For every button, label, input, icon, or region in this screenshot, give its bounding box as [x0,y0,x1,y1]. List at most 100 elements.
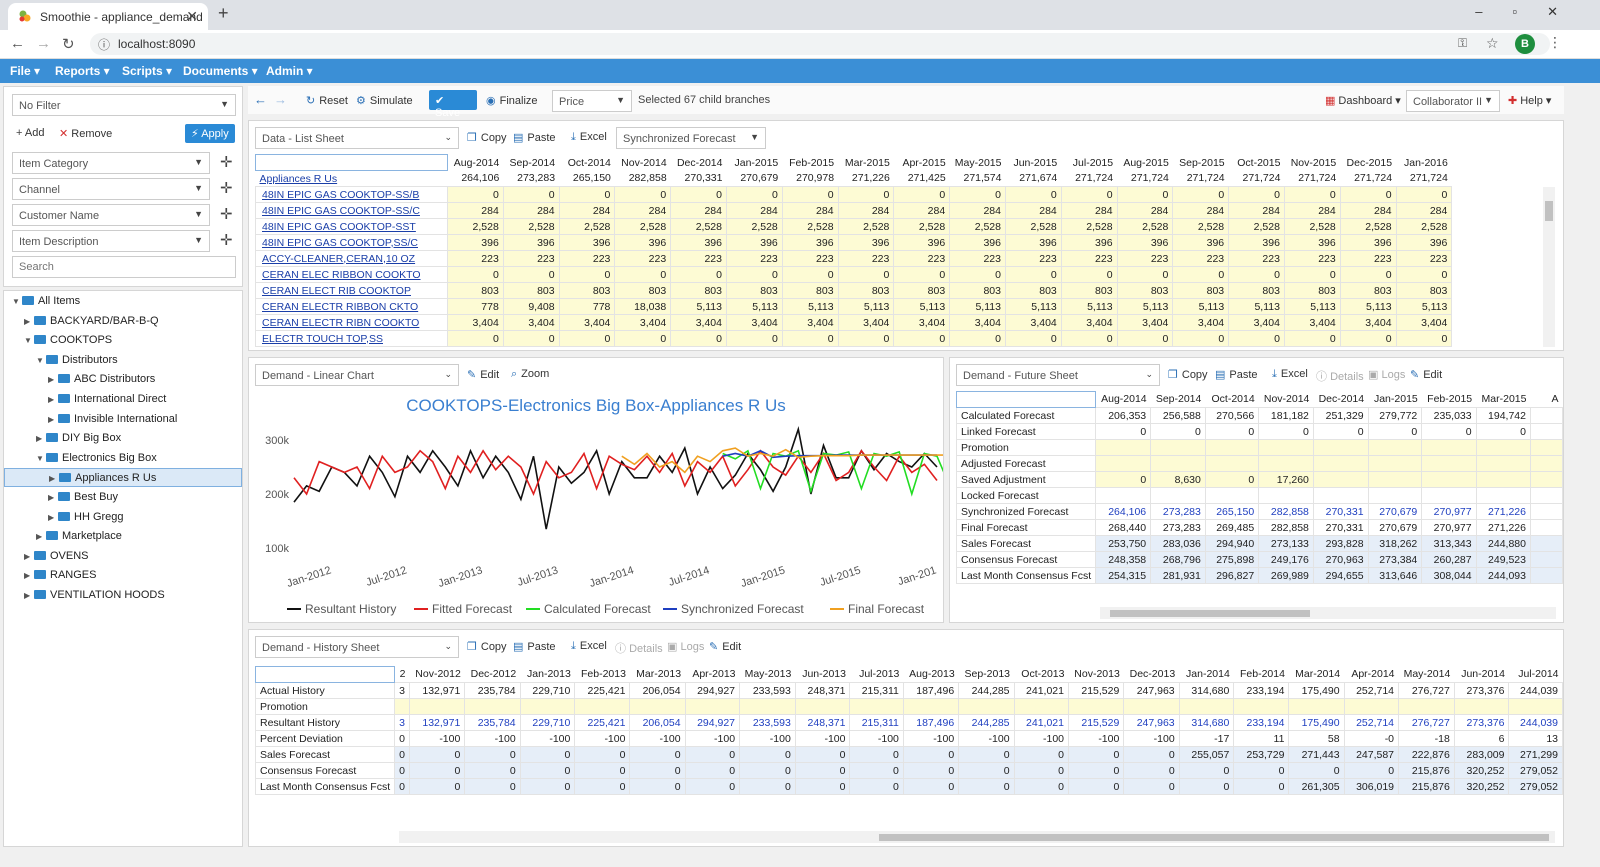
dashboard-button[interactable]: ▦ Dashboard ▾ [1325,95,1401,107]
value-cell[interactable]: 0 [408,778,466,795]
item-link[interactable]: 48IN EPIC GAS COOKTOP,SS/C [255,234,448,251]
finalize-button[interactable]: ◉ Finalize [486,95,538,107]
value-cell[interactable]: 0 [394,746,410,763]
value-cell[interactable]: 3,404 [1339,314,1397,331]
value-cell[interactable]: 313,343 [1421,535,1477,552]
value-cell[interactable] [1398,698,1455,715]
future-sheet-selector[interactable]: Demand - Future Sheet ⌄ [956,364,1160,386]
value-cell[interactable]: 215,876 [1398,762,1455,779]
value-cell[interactable]: -100 [1123,730,1180,747]
value-cell[interactable]: 3,404 [781,314,839,331]
close-tab-icon[interactable]: ✕ [186,8,198,24]
value-cell[interactable]: 223 [1395,250,1453,267]
value-cell[interactable]: 284 [502,202,560,219]
value-cell[interactable]: 0 [725,266,783,283]
caret-right-icon[interactable]: ▶ [36,434,43,444]
value-cell[interactable]: 3,404 [725,314,783,331]
value-cell[interactable] [1529,567,1563,584]
value-cell[interactable]: 294,927 [684,682,741,699]
value-cell[interactable]: 2,528 [1283,218,1341,235]
value-cell[interactable]: 17,260 [1258,471,1314,488]
value-cell[interactable]: 273,283 [1150,519,1206,536]
value-cell[interactable]: 803 [1228,282,1285,299]
value-cell[interactable]: 0 [849,762,904,779]
value-cell[interactable]: 8,630 [1150,471,1206,488]
value-cell[interactable] [1529,471,1563,488]
value-cell[interactable]: 5,113 [1228,298,1285,315]
value-cell[interactable]: 803 [614,282,672,299]
value-cell[interactable]: 275,898 [1204,551,1260,568]
value-cell[interactable]: 0 [1395,186,1453,203]
measure-select[interactable]: Price ▼ [552,90,632,112]
value-cell[interactable] [1529,487,1563,504]
copy-button[interactable]: ❐ Copy [467,641,507,653]
value-cell[interactable]: 0 [394,730,410,747]
history-sheet-selector[interactable]: Demand - History Sheet ⌄ [255,636,459,658]
value-cell[interactable]: -100 [1013,730,1070,747]
move-icon[interactable]: ✛ [220,206,233,223]
tree-node[interactable]: ▶ DIY Big Box [36,432,121,444]
value-cell[interactable]: 294,655 [1312,567,1369,584]
value-cell[interactable] [1067,698,1125,715]
dim-select-customer-name[interactable]: Customer Name ▼ [12,204,210,226]
value-cell[interactable]: 0 [949,186,1006,203]
value-cell[interactable]: 0 [1060,266,1118,283]
value-cell[interactable]: 0 [958,746,1015,763]
value-cell[interactable]: -100 [739,730,796,747]
value-cell[interactable] [1367,455,1423,472]
value-cell[interactable] [1529,551,1563,568]
value-cell[interactable]: 283,009 [1453,746,1510,763]
tree-node[interactable]: ▶ BACKYARD/BAR-B-Q [24,315,159,327]
menu-reports[interactable]: Reports ▾ [55,64,110,78]
value-cell[interactable]: 0 [1312,423,1369,440]
value-cell[interactable]: 270,977 [1421,519,1477,536]
details-button[interactable]: ⓘ Details [1316,371,1364,383]
value-cell[interactable]: 294,940 [1204,535,1260,552]
value-cell[interactable]: 396 [837,234,895,251]
value-cell[interactable]: 0 [1004,266,1062,283]
value-cell[interactable]: -100 [684,730,741,747]
logs-button[interactable]: ▣ Logs [1368,369,1406,381]
value-cell[interactable]: 3,404 [1060,314,1118,331]
value-cell[interactable]: 294,927 [684,714,741,731]
value-cell[interactable]: 314,680 [1178,714,1235,731]
caret-down-icon[interactable]: ▼ [36,453,44,463]
value-cell[interactable]: 253,750 [1095,535,1152,552]
value-cell[interactable]: 5,113 [781,298,839,315]
value-cell[interactable] [629,698,686,715]
value-cell[interactable]: 282,858 [1258,503,1314,520]
value-cell[interactable]: 283,036 [1150,535,1206,552]
value-cell[interactable]: 320,252 [1453,778,1510,795]
item-link[interactable]: CERAN ELECTR RIBBON CKTO [255,298,448,315]
value-cell[interactable] [408,698,466,715]
value-cell[interactable]: 396 [1004,234,1062,251]
excel-button[interactable]: ⤓ Excel [571,131,607,143]
value-cell[interactable]: 2,528 [558,218,616,235]
value-cell[interactable]: 2,528 [781,218,839,235]
browser-tab[interactable]: Smoothie - appliance_demand ✕ [8,3,208,30]
value-cell[interactable]: 235,784 [464,714,521,731]
value-cell[interactable]: 5,113 [1395,298,1453,315]
value-cell[interactable]: 241,021 [1013,714,1070,731]
value-cell[interactable]: 13 [1508,730,1563,747]
value-cell[interactable]: 284 [670,202,727,219]
value-cell[interactable] [1013,698,1070,715]
caret-down-icon[interactable]: ▼ [36,355,44,365]
value-cell[interactable]: 0 [893,266,951,283]
value-cell[interactable]: 0 [949,330,1006,347]
value-cell[interactable]: 0 [1116,186,1174,203]
value-cell[interactable]: 0 [893,186,951,203]
menu-scripts[interactable]: Scripts ▾ [122,64,173,78]
value-cell[interactable]: 778 [558,298,616,315]
value-cell[interactable]: 264,106 [1095,503,1152,520]
value-cell[interactable]: 223 [837,250,895,267]
caret-right-icon[interactable]: ▶ [24,571,31,581]
value-cell[interactable]: -100 [629,730,686,747]
add-button[interactable]: + Add [16,127,45,139]
value-cell[interactable]: 187,496 [902,714,960,731]
caret-down-icon[interactable]: ▼ [12,297,20,306]
value-cell[interactable] [1529,423,1563,440]
value-cell[interactable]: 0 [394,762,410,779]
caret-down-icon[interactable]: ▼ [24,336,32,346]
value-cell[interactable]: 396 [1116,234,1174,251]
